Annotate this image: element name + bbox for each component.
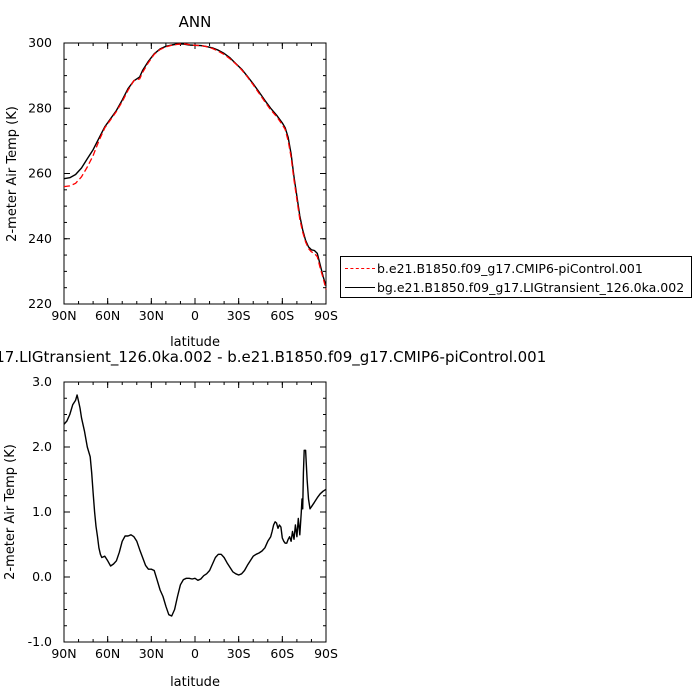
legend-item-picontrol: b.e21.B1850.f09_g17.CMIP6-piControl.001 [345,259,643,277]
y-axis-label-top: 2-meter Air Temp (K) [5,106,20,242]
legend-label-picontrol: b.e21.B1850.f09_g17.CMIP6-piControl.001 [377,260,643,276]
x-tick-label-bottom: 0 [191,646,199,661]
y-tick-label-top: 220 [28,296,52,311]
chart-panel-top: ANN 2-meter Air Temp (K) latitude 90N 60N… [5,13,338,350]
legend-swatch-dashed-red [345,267,375,269]
y-tick-label-top: 260 [28,166,52,181]
x-tick-label-bottom: 90N [51,646,76,661]
y-tick-label-bottom: 3.0 [32,374,52,389]
x-axis-label-top: latitude [170,335,220,350]
y-tick-label-bottom: 2.0 [32,439,52,454]
y-tick-label-bottom: 0.0 [32,569,52,584]
x-tick-label-bottom: 60S [270,646,294,661]
plot-frame-bottom [63,381,327,643]
x-axis-label-bottom: latitude [170,675,220,690]
x-tick-label-top: 30N [139,308,164,323]
series-line-bottom-0 [63,394,327,617]
x-tick-label-bottom: 60N [95,646,120,661]
y-tick-label-bottom: -1.0 [28,634,52,649]
y-tick-label-top: 240 [28,231,52,246]
y-tick-label-bottom: 1.0 [32,504,52,519]
x-tick-label-bottom: 30N [139,646,164,661]
y-tick-label-top: 300 [28,35,52,50]
legend-item-ligtransient: bg.e21.B1850.f09_g17.LIGtransient_126.0k… [345,278,684,296]
x-tick-label-top: 60N [95,308,120,323]
legend-top: b.e21.B1850.f09_g17.CMIP6-piControl.001 … [340,256,692,298]
x-tick-label-top: 0 [191,308,199,323]
series-line-top-1 [63,43,327,287]
chart-title-top: ANN [179,13,212,31]
plot-frame-top [63,42,327,305]
chart-panel-bottom: bg.e21.B1850.f09_g17.LIGtransient_126.0k… [0,348,546,690]
x-tick-label-top: 90S [314,308,338,323]
y-axis-label-bottom: 2-meter Air Temp (K) [3,444,18,580]
chart-title-bottom: bg.e21.B1850.f09_g17.LIGtransient_126.0k… [0,348,546,367]
y-tick-label-top: 280 [28,100,52,115]
legend-label-ligtransient: bg.e21.B1850.f09_g17.LIGtransient_126.0k… [377,279,685,295]
x-tick-label-top: 60S [270,308,294,323]
x-tick-label-top: 30S [227,308,251,323]
series-line-top-0 [63,43,327,290]
x-tick-label-bottom: 30S [227,646,251,661]
x-tick-label-top: 90N [51,308,76,323]
legend-swatch-solid-black [345,286,375,288]
x-tick-label-bottom: 90S [314,646,338,661]
